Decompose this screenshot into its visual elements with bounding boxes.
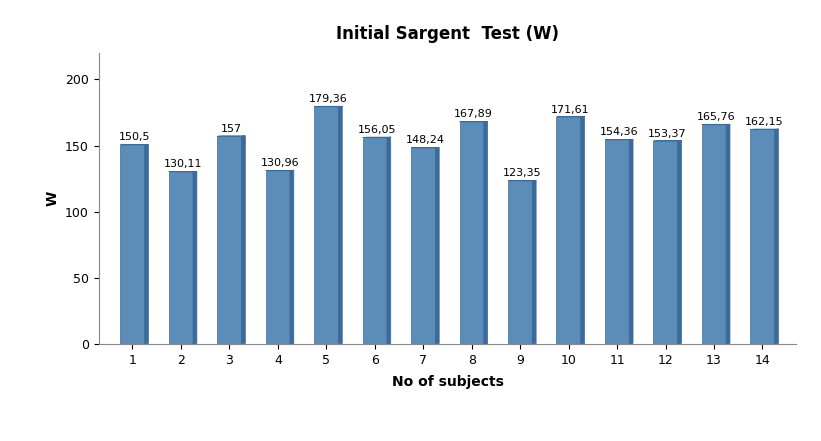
Text: 162,15: 162,15	[745, 117, 784, 127]
Bar	[411, 148, 435, 344]
Text: 154,36: 154,36	[599, 127, 638, 137]
Text: 156,05: 156,05	[357, 125, 396, 135]
Bar	[654, 141, 677, 344]
Polygon shape	[677, 141, 681, 344]
Text: 148,24: 148,24	[406, 135, 445, 146]
Bar	[605, 140, 629, 344]
Bar	[557, 117, 580, 344]
Text: 150,5: 150,5	[118, 132, 150, 142]
Bar	[169, 172, 193, 344]
Polygon shape	[726, 124, 730, 344]
Text: 123,35: 123,35	[502, 168, 541, 178]
Bar	[363, 138, 387, 344]
Text: 153,37: 153,37	[648, 129, 687, 138]
Bar	[121, 145, 144, 344]
Text: 179,36: 179,36	[309, 94, 347, 104]
Polygon shape	[241, 136, 245, 344]
Text: 171,61: 171,61	[551, 105, 589, 115]
Text: 157: 157	[221, 124, 242, 134]
Polygon shape	[193, 172, 197, 344]
Bar	[218, 136, 241, 344]
Polygon shape	[144, 145, 149, 344]
X-axis label: No of subjects: No of subjects	[392, 375, 503, 389]
Polygon shape	[484, 121, 488, 344]
Y-axis label: W: W	[45, 191, 59, 206]
Bar	[750, 130, 774, 344]
Text: 165,76: 165,76	[696, 112, 736, 122]
Bar	[314, 107, 338, 344]
Bar	[460, 122, 484, 344]
Polygon shape	[532, 180, 536, 344]
Text: 130,11: 130,11	[163, 160, 202, 169]
Polygon shape	[774, 129, 778, 344]
Polygon shape	[290, 170, 294, 344]
Text: 167,89: 167,89	[454, 109, 493, 120]
Polygon shape	[580, 116, 585, 344]
Polygon shape	[629, 139, 633, 344]
Title: Initial Sargent  Test (W): Initial Sargent Test (W)	[336, 25, 559, 43]
Polygon shape	[435, 147, 439, 344]
Bar	[702, 125, 726, 344]
Polygon shape	[387, 137, 391, 344]
Bar	[266, 171, 290, 344]
Text: 130,96: 130,96	[260, 158, 299, 168]
Polygon shape	[338, 106, 342, 344]
Bar	[508, 181, 532, 344]
